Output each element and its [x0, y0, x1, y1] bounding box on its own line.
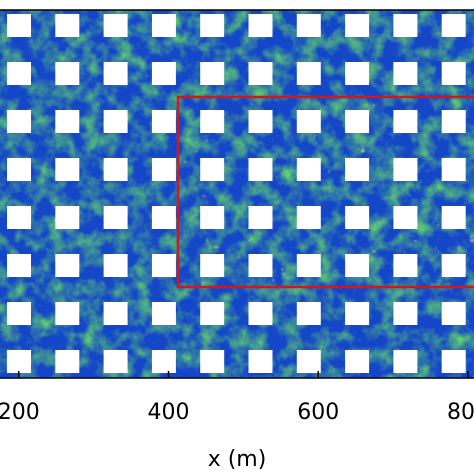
building	[7, 62, 31, 85]
building	[345, 254, 370, 277]
building	[345, 158, 370, 181]
building	[345, 302, 370, 325]
building	[441, 62, 466, 85]
building	[151, 158, 176, 181]
building	[345, 14, 370, 37]
building	[296, 62, 321, 85]
building	[103, 302, 128, 325]
building	[200, 350, 225, 373]
building	[248, 14, 273, 37]
building	[345, 110, 370, 133]
building	[248, 254, 273, 277]
building	[151, 62, 176, 85]
building	[296, 302, 321, 325]
x-tick-label: 600	[297, 400, 339, 425]
building	[151, 14, 176, 37]
building	[7, 110, 31, 133]
building	[248, 62, 273, 85]
building	[393, 158, 418, 181]
building	[296, 206, 321, 229]
building	[55, 158, 80, 181]
building	[55, 110, 80, 133]
building	[7, 206, 31, 229]
building	[248, 302, 273, 325]
building	[7, 254, 31, 277]
building	[103, 14, 128, 37]
building	[200, 254, 225, 277]
region-box	[176, 95, 474, 289]
building	[441, 110, 466, 133]
building	[393, 254, 418, 277]
building	[393, 110, 418, 133]
building	[151, 302, 176, 325]
building	[200, 110, 225, 133]
building	[393, 62, 418, 85]
building	[296, 350, 321, 373]
building	[55, 254, 80, 277]
building	[151, 254, 176, 277]
building	[248, 158, 273, 181]
building	[393, 206, 418, 229]
x-tick-label: 200	[0, 400, 40, 425]
building	[393, 302, 418, 325]
building	[441, 206, 466, 229]
building	[248, 206, 273, 229]
x-tick-label: 400	[147, 400, 189, 425]
building	[7, 350, 31, 373]
building	[345, 206, 370, 229]
building	[7, 14, 31, 37]
building	[103, 350, 128, 373]
building	[103, 62, 128, 85]
building	[441, 14, 466, 37]
building	[200, 62, 225, 85]
building	[248, 110, 273, 133]
field-highlights	[178, 97, 474, 287]
building	[103, 206, 128, 229]
x-tick-label: 800	[447, 400, 474, 425]
x-axis: 200 400 600 800	[0, 371, 474, 425]
building	[103, 254, 128, 277]
building	[345, 350, 370, 373]
building	[296, 254, 321, 277]
building	[55, 206, 80, 229]
building	[296, 14, 321, 37]
building	[200, 158, 225, 181]
building	[441, 302, 466, 325]
building	[55, 14, 80, 37]
building	[55, 302, 80, 325]
building	[296, 110, 321, 133]
building	[151, 206, 176, 229]
flow-field	[0, 10, 474, 378]
building	[345, 62, 370, 85]
building	[393, 14, 418, 37]
building	[103, 158, 128, 181]
building	[441, 158, 466, 181]
building	[55, 350, 80, 373]
x-axis-label: x (m)	[208, 447, 267, 472]
building	[151, 110, 176, 133]
building	[55, 62, 80, 85]
building	[200, 206, 225, 229]
building	[151, 350, 176, 373]
building	[103, 110, 128, 133]
building	[7, 158, 31, 181]
building	[393, 350, 418, 373]
building	[200, 302, 225, 325]
building	[7, 302, 31, 325]
building	[200, 14, 225, 37]
building	[248, 350, 273, 373]
buildings	[7, 14, 466, 373]
building	[441, 254, 466, 277]
building	[441, 350, 466, 373]
building	[296, 158, 321, 181]
